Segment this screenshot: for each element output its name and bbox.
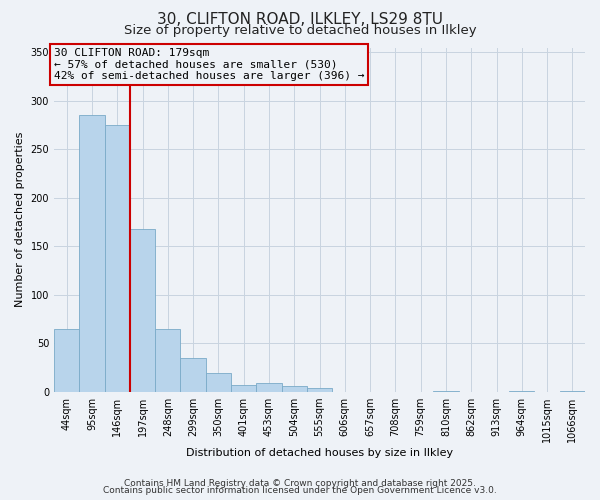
Text: 30 CLIFTON ROAD: 179sqm
← 57% of detached houses are smaller (530)
42% of semi-d: 30 CLIFTON ROAD: 179sqm ← 57% of detache…	[54, 48, 365, 80]
Y-axis label: Number of detached properties: Number of detached properties	[15, 132, 25, 308]
Text: Size of property relative to detached houses in Ilkley: Size of property relative to detached ho…	[124, 24, 476, 37]
Bar	[433, 390, 458, 392]
Bar	[79, 116, 104, 392]
Bar	[104, 125, 130, 392]
Text: Contains public sector information licensed under the Open Government Licence v3: Contains public sector information licen…	[103, 486, 497, 495]
Bar	[181, 358, 206, 392]
Bar	[560, 390, 585, 392]
Bar	[130, 229, 155, 392]
Bar	[206, 374, 231, 392]
Text: 30, CLIFTON ROAD, ILKLEY, LS29 8TU: 30, CLIFTON ROAD, ILKLEY, LS29 8TU	[157, 12, 443, 28]
Bar	[509, 390, 535, 392]
Bar	[281, 386, 307, 392]
Bar	[307, 388, 332, 392]
X-axis label: Distribution of detached houses by size in Ilkley: Distribution of detached houses by size …	[186, 448, 453, 458]
Text: Contains HM Land Registry data © Crown copyright and database right 2025.: Contains HM Land Registry data © Crown c…	[124, 478, 476, 488]
Bar	[256, 383, 281, 392]
Bar	[155, 328, 181, 392]
Bar	[54, 328, 79, 392]
Bar	[231, 385, 256, 392]
